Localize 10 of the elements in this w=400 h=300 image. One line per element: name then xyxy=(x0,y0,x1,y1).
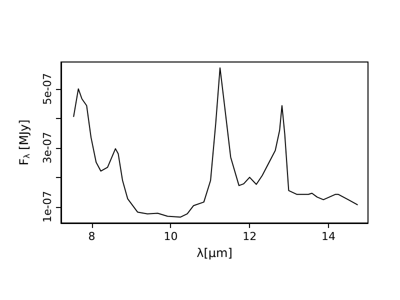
y-tick-label: 5e-07 xyxy=(41,72,54,105)
x-tick-label: 10 xyxy=(164,230,178,243)
line-series xyxy=(73,67,358,218)
x-axis-title: λ[μm] xyxy=(196,246,232,260)
x-tick-label: 8 xyxy=(88,230,96,243)
y-axis-title: Fλ [MJy] xyxy=(17,120,32,166)
y-tick-label: 1e-07 xyxy=(41,190,54,223)
x-tick-label: 12 xyxy=(242,230,257,243)
x-tick-label: 14 xyxy=(322,230,336,243)
y-tick-label: 3e-07 xyxy=(41,132,54,164)
